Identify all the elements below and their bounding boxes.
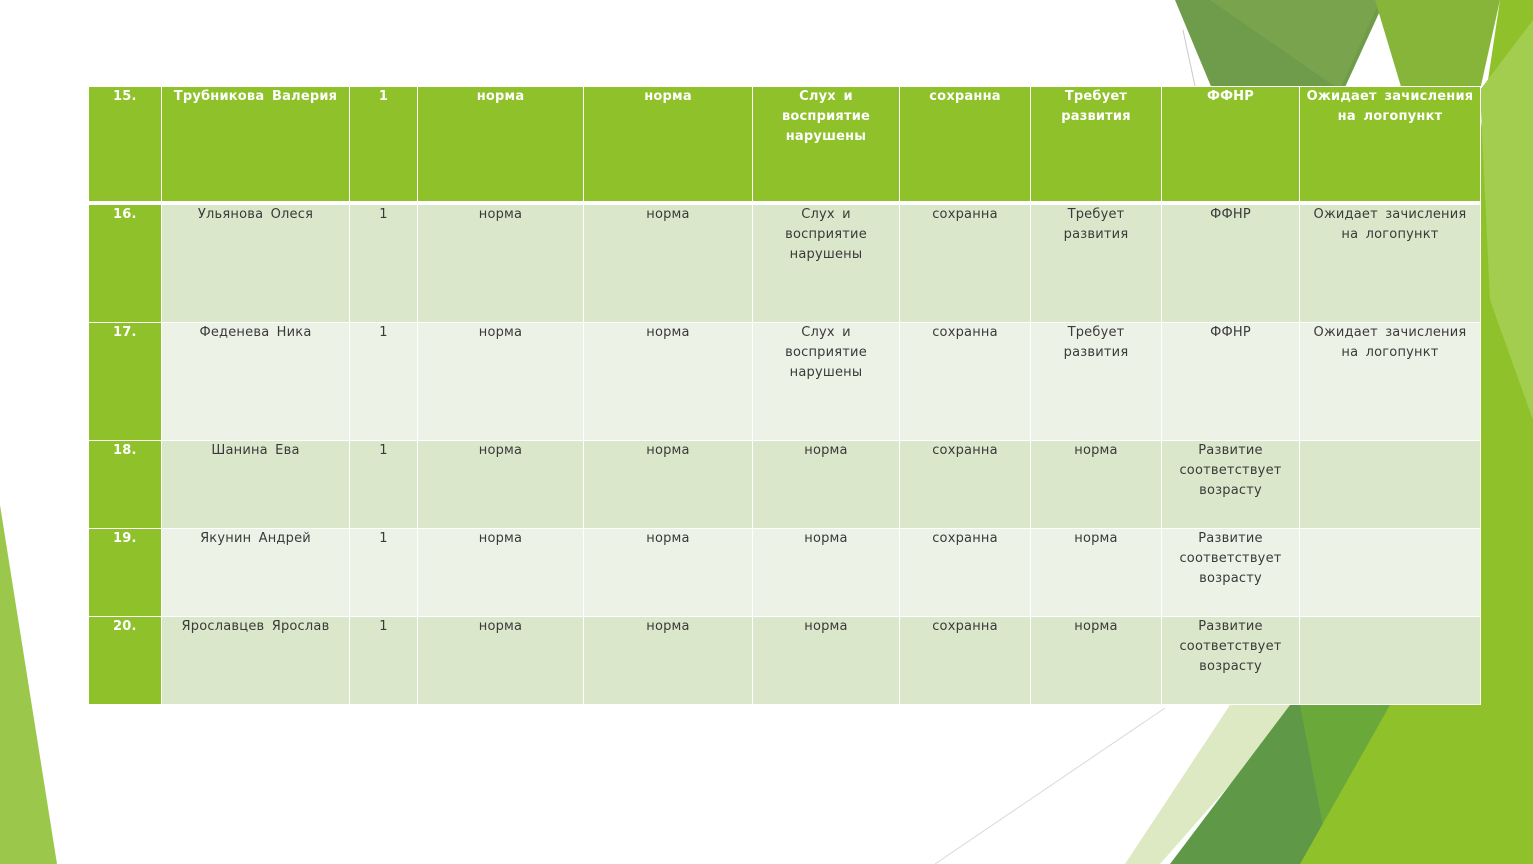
column-7-value-cell: ФФНР <box>1161 322 1300 441</box>
column-1-value-cell: 1 <box>349 616 418 705</box>
column-3-value-cell: норма <box>583 440 753 529</box>
column-1-value-cell: 1 <box>349 86 418 205</box>
student-name-cell: Шанина Ева <box>161 440 350 529</box>
column-5-value-cell: сохранна <box>899 616 1031 705</box>
column-2-value-cell: норма <box>417 86 584 205</box>
decor-line-bottom <box>934 707 1166 864</box>
column-6-value-cell: норма <box>1030 528 1162 617</box>
top-right-shard-light <box>1375 0 1500 150</box>
column-7-value-cell: Развитие соответствует возрасту <box>1161 616 1300 705</box>
column-7-value-cell: Развитие соответствует возрасту <box>1161 528 1300 617</box>
column-4-value-cell: Слух и восприятие нарушены <box>752 86 900 205</box>
table-row: 17. Феденева Ника 1 норма норма Слух и воспри… <box>88 322 1481 441</box>
student-name-cell: Ульянова Олеся <box>161 202 350 323</box>
student-name-cell: Трубникова Валерия <box>161 86 350 205</box>
student-name-cell: Ярославцев Ярослав <box>161 616 350 705</box>
column-1-value-cell: 1 <box>349 322 418 441</box>
column-8-value-cell: Ожидает зачисления на логопункт <box>1299 322 1481 441</box>
table-row: 18. Шанина Ева 1 норма норма норма сохранна нор… <box>88 440 1481 529</box>
row-number-cell: 16. <box>88 202 162 323</box>
column-2-value-cell: норма <box>417 322 584 441</box>
column-3-value-cell: норма <box>583 528 753 617</box>
column-4-value-cell: норма <box>752 440 900 529</box>
column-5-value-cell: сохранна <box>899 440 1031 529</box>
column-5-value-cell: сохранна <box>899 86 1031 205</box>
row-number-cell: 20. <box>88 616 162 705</box>
column-7-value-cell: ФФНР <box>1161 86 1300 205</box>
column-6-value-cell: Требует развития <box>1030 322 1162 441</box>
top-right-shard-mid <box>1210 0 1380 90</box>
column-8-value-cell <box>1299 440 1481 529</box>
column-3-value-cell: норма <box>583 322 753 441</box>
column-1-value-cell: 1 <box>349 202 418 323</box>
student-table: 15. Трубникова Валерия 1 норма норма Слух и в… <box>88 86 1481 705</box>
table-row: 16. Ульянова Олеся 1 норма норма Слух и воспр… <box>88 202 1481 323</box>
column-6-value-cell: норма <box>1030 616 1162 705</box>
decor-line-top <box>1182 29 1196 87</box>
column-5-value-cell: сохранна <box>899 528 1031 617</box>
student-table-container: 15. Трубникова Валерия 1 норма норма Слух и в… <box>88 86 1481 705</box>
column-4-value-cell: норма <box>752 528 900 617</box>
column-8-value-cell <box>1299 528 1481 617</box>
bottom-pale-shard <box>1125 705 1300 864</box>
column-4-value-cell: норма <box>752 616 900 705</box>
column-3-value-cell: норма <box>583 86 753 205</box>
column-2-value-cell: норма <box>417 616 584 705</box>
row-number-cell: 19. <box>88 528 162 617</box>
column-7-value-cell: ФФНР <box>1161 202 1300 323</box>
right-edge-shard-light <box>1480 20 1533 420</box>
column-4-value-cell: Слух и восприятие нарушены <box>752 202 900 323</box>
bottom-bright-shard <box>1300 600 1533 864</box>
column-2-value-cell: норма <box>417 528 584 617</box>
column-2-value-cell: норма <box>417 202 584 323</box>
column-3-value-cell: норма <box>583 616 753 705</box>
column-2-value-cell: норма <box>417 440 584 529</box>
student-name-cell: Феденева Ника <box>161 322 350 441</box>
row-number-cell: 17. <box>88 322 162 441</box>
table-row: 20. Ярославцев Ярослав 1 норма норма норма сох… <box>88 616 1481 705</box>
row-number-cell: 18. <box>88 440 162 529</box>
column-6-value-cell: норма <box>1030 440 1162 529</box>
column-3-value-cell: норма <box>583 202 753 323</box>
table-row: 15. Трубникова Валерия 1 норма норма Слух и в… <box>88 86 1481 205</box>
left-green-shard <box>0 505 57 864</box>
column-6-value-cell: Требует развития <box>1030 86 1162 205</box>
column-4-value-cell: Слух и восприятие нарушены <box>752 322 900 441</box>
student-name-cell: Якунин Андрей <box>161 528 350 617</box>
table-body: 15. Трубникова Валерия 1 норма норма Слух и в… <box>88 86 1481 705</box>
column-8-value-cell: Ожидает зачисления на логопункт <box>1299 86 1481 205</box>
column-5-value-cell: сохранна <box>899 202 1031 323</box>
column-5-value-cell: сохранна <box>899 322 1031 441</box>
column-6-value-cell: Требует развития <box>1030 202 1162 323</box>
column-8-value-cell <box>1299 616 1481 705</box>
table-row: 19. Якунин Андрей 1 норма норма норма сохранна… <box>88 528 1481 617</box>
column-1-value-cell: 1 <box>349 528 418 617</box>
column-1-value-cell: 1 <box>349 440 418 529</box>
column-8-value-cell: Ожидает зачисления на логопункт <box>1299 202 1481 323</box>
column-7-value-cell: Развитие соответствует возрасту <box>1161 440 1300 529</box>
row-number-cell: 15. <box>88 86 162 205</box>
